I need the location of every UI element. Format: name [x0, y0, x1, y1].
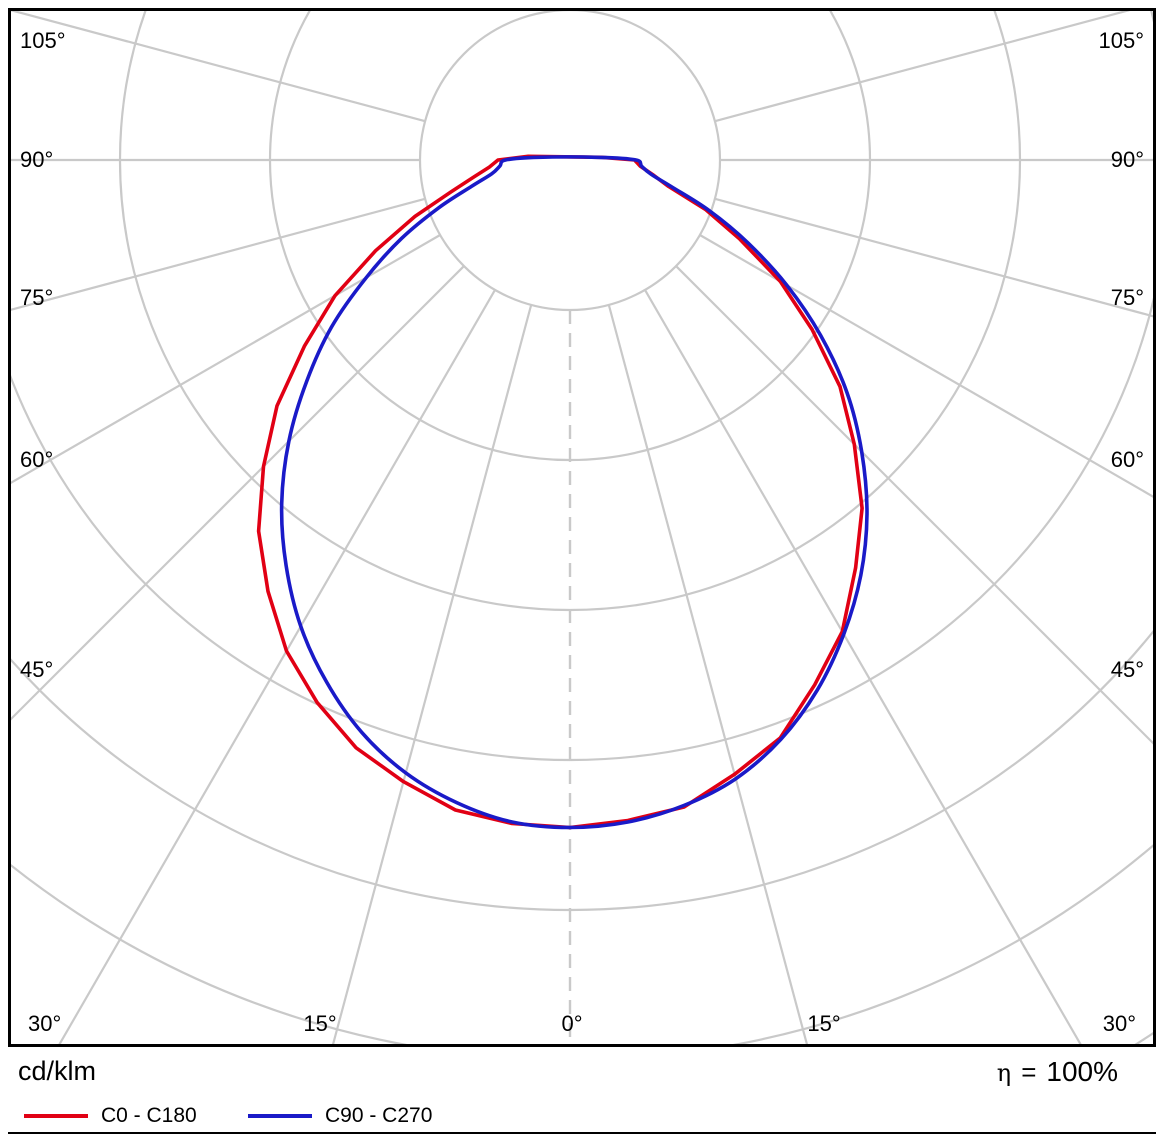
grid-radial	[607, 304, 809, 1044]
grid-radial	[11, 234, 441, 485]
legend-item-c90-c270: C90 - C270	[248, 1104, 432, 1128]
angle-label: 105°	[1098, 28, 1144, 53]
plot-border	[8, 8, 1156, 1047]
grid-ring	[418, 11, 722, 312]
grid-radial	[644, 289, 1082, 1044]
grid-ring	[11, 629, 1153, 911]
grid-radial	[714, 197, 1153, 318]
legend-label-c0-c180: C0 - C180	[101, 1104, 197, 1127]
angle-label: 0°	[561, 1011, 582, 1036]
angle-label: 30°	[1103, 1011, 1136, 1036]
bottom-rule	[8, 1132, 1156, 1134]
grid-radial	[699, 234, 1153, 498]
curve-c0-c180	[256, 154, 864, 830]
polar-grid	[11, 11, 1153, 1044]
angle-label: 60°	[1111, 447, 1144, 472]
angle-label: 15°	[303, 1011, 336, 1036]
legend-swatch-blue	[248, 1114, 312, 1118]
angle-label: 75°	[1111, 285, 1144, 310]
grid-radial	[11, 11, 426, 123]
grid-radial	[58, 289, 496, 1044]
efficiency: η = 100%	[997, 1056, 1118, 1088]
units-label: cd/klm	[18, 1056, 97, 1086]
eta-value: 100%	[1046, 1056, 1118, 1087]
angle-label: 90°	[1111, 147, 1144, 172]
angle-label: 60°	[20, 447, 53, 472]
grid-radial	[714, 11, 1131, 123]
eta-symbol: η	[996, 1059, 1012, 1087]
legend-item-c0-c180: C0 - C180	[24, 1104, 197, 1128]
eta-equals: =	[1021, 1057, 1037, 1087]
legend-swatch-red	[24, 1114, 88, 1118]
angle-label: 105°	[20, 28, 66, 53]
grid-radial	[11, 197, 426, 311]
grid-ring	[11, 11, 1153, 761]
legend-label-c90-c270: C90 - C270	[325, 1104, 433, 1127]
angle-label: 15°	[807, 1011, 840, 1036]
angle-label: 90°	[20, 147, 53, 172]
polar-chart: 105° 90° 75° 60° 45° 30° 15° 0° 15° 30° 45° 60° 75° 9…	[8, 8, 1156, 1047]
angle-label: 30°	[28, 1011, 61, 1036]
grid-radial	[331, 304, 533, 1044]
angle-label: 45°	[20, 657, 53, 682]
grid-radial	[675, 265, 1153, 745]
angle-label: 45°	[1111, 657, 1144, 682]
curve-c90-c270	[279, 155, 869, 830]
angle-label: 75°	[20, 285, 53, 310]
grid-radial	[11, 265, 465, 721]
